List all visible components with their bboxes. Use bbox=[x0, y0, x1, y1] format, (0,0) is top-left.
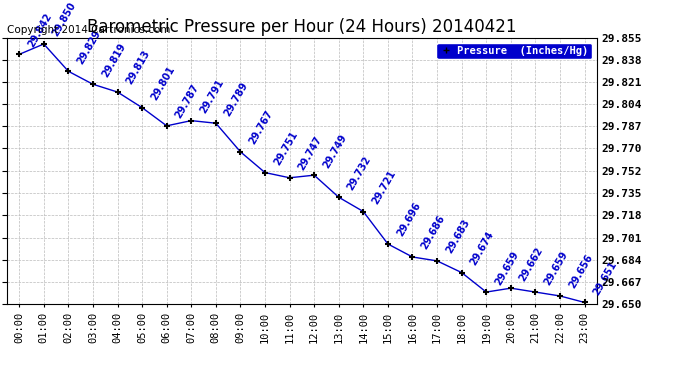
Text: 29.791: 29.791 bbox=[198, 78, 226, 115]
Legend: Pressure  (Inches/Hg): Pressure (Inches/Hg) bbox=[437, 43, 591, 59]
Text: 29.789: 29.789 bbox=[223, 80, 250, 118]
Text: 29.813: 29.813 bbox=[124, 49, 152, 87]
Text: 29.767: 29.767 bbox=[248, 109, 275, 146]
Text: 29.686: 29.686 bbox=[420, 214, 447, 252]
Text: 29.829: 29.829 bbox=[75, 28, 103, 66]
Text: Copyright 2014 Cartronics.com: Copyright 2014 Cartronics.com bbox=[7, 25, 170, 35]
Text: 29.659: 29.659 bbox=[542, 249, 570, 286]
Title: Barometric Pressure per Hour (24 Hours) 20140421: Barometric Pressure per Hour (24 Hours) … bbox=[87, 18, 517, 36]
Text: 29.747: 29.747 bbox=[297, 135, 324, 172]
Text: 29.801: 29.801 bbox=[149, 64, 177, 102]
Text: 29.721: 29.721 bbox=[371, 168, 397, 206]
Text: 29.751: 29.751 bbox=[272, 129, 299, 167]
Text: 29.656: 29.656 bbox=[567, 253, 594, 290]
Text: 29.732: 29.732 bbox=[346, 154, 373, 192]
Text: 29.819: 29.819 bbox=[100, 41, 128, 79]
Text: 29.674: 29.674 bbox=[469, 230, 496, 267]
Text: 29.651: 29.651 bbox=[591, 260, 619, 297]
Text: 29.842: 29.842 bbox=[26, 11, 54, 49]
Text: 29.749: 29.749 bbox=[321, 132, 348, 170]
Text: 29.659: 29.659 bbox=[493, 249, 520, 286]
Text: 29.696: 29.696 bbox=[395, 201, 422, 238]
Text: 29.662: 29.662 bbox=[518, 245, 545, 283]
Text: 29.850: 29.850 bbox=[51, 1, 78, 39]
Text: 29.787: 29.787 bbox=[174, 82, 201, 120]
Text: 29.683: 29.683 bbox=[444, 218, 471, 255]
